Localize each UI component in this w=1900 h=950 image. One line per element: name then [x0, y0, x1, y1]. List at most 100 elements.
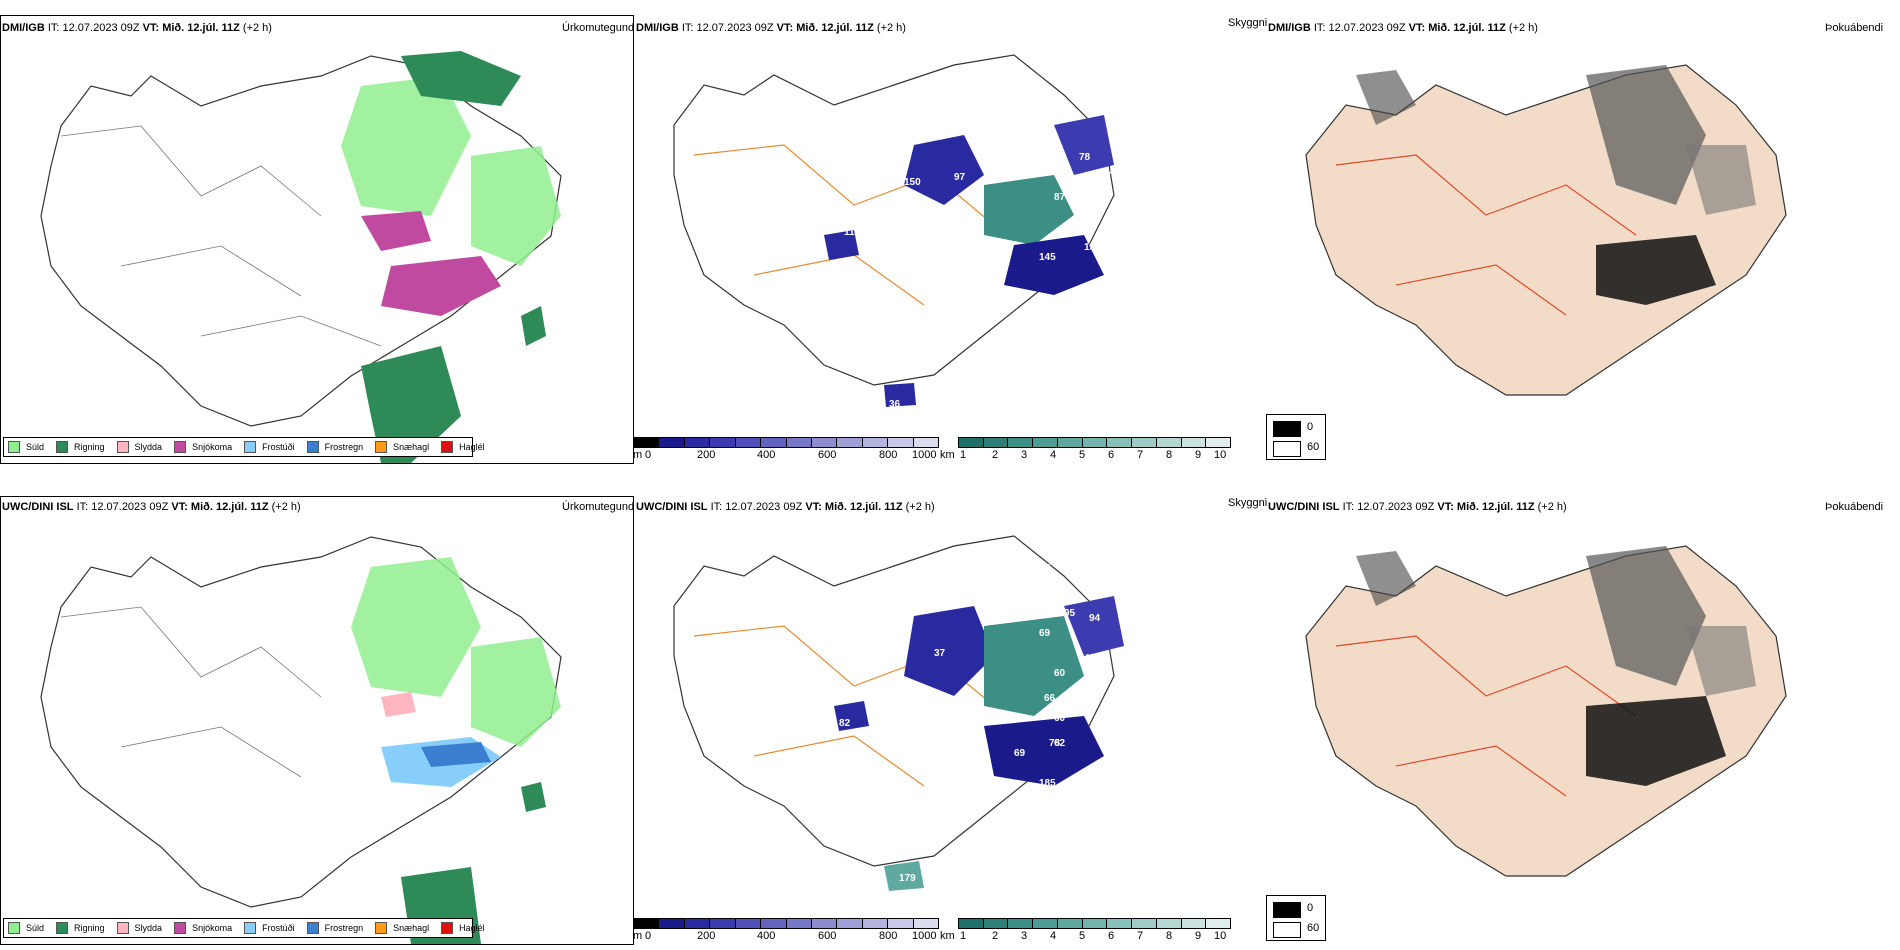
fog-panel-top: 0 60 [1266, 15, 1900, 464]
panel-title: Þokuábendi [1825, 22, 1884, 34]
vis-tick: 5 [1079, 930, 1086, 942]
legend-swatch [441, 922, 454, 934]
panel-title: Þokuábendi [1825, 501, 1884, 513]
vis-tick: 3 [1021, 930, 1028, 942]
legend-item: Haglél [441, 441, 485, 453]
vis-tick: 2 [992, 449, 999, 461]
legend-swatch [306, 922, 319, 934]
legend-item: Frostregn [306, 922, 363, 934]
echo-top-label: 36 [889, 399, 901, 410]
visibility-ticks-bottom: km 1 2 3 4 5 6 7 8 9 10 [940, 930, 1240, 944]
vis-tick: 2 [992, 930, 999, 942]
legend-item: Snæhagl [375, 441, 429, 453]
height-unit: m [633, 930, 643, 942]
vis-unit: km [940, 930, 955, 942]
legend-swatch [375, 922, 388, 934]
height-tick: 800 [879, 449, 898, 461]
legend-swatch [56, 441, 69, 453]
fog-map-top [1305, 64, 1787, 396]
height-tick: 0 [645, 449, 652, 461]
fog-swatch [1273, 421, 1301, 437]
fog-label: 0 [1307, 902, 1314, 914]
vis-unit: km [940, 449, 955, 461]
legend-item: Haglél [441, 922, 485, 934]
legend-swatch [375, 441, 388, 453]
legend-swatch [116, 441, 129, 453]
echo-top-label: 60 [1114, 703, 1126, 714]
echo-top-label: 78 [1079, 152, 1091, 163]
vis-tick: 6 [1108, 930, 1115, 942]
echo-top-label: 97 [954, 172, 966, 183]
echo-top-label: 232 [1004, 117, 1021, 128]
height-unit: m [633, 449, 643, 461]
echo-top-label: 111 [994, 257, 1010, 268]
vis-tick: 4 [1050, 449, 1057, 461]
panel-header: DMI/IGB IT: 12.07.2023 09Z VT: Mið. 12.j… [636, 22, 906, 34]
vis-tick: 4 [1050, 930, 1057, 942]
vis-tick: 9 [1195, 930, 1202, 942]
visibility-colorbar-bottom [958, 918, 1231, 929]
fog-swatch [1273, 922, 1301, 938]
echo-top-label: 62 [1054, 738, 1066, 749]
height-tick: 800 [879, 930, 898, 942]
echo-top-label: 60 [1054, 713, 1066, 724]
legend-item: Rigning [56, 922, 105, 934]
legend-item: Frostúði [244, 922, 295, 934]
height-tick: 200 [697, 449, 716, 461]
panel-header: UWC/DINI ISL IT: 12.07.2023 09Z VT: Mið.… [636, 501, 935, 513]
echo-top-label: 69 [1014, 748, 1026, 759]
height-tick: 400 [757, 930, 776, 942]
vis-tick: 5 [1079, 449, 1086, 461]
echo-top-label: 128 [934, 102, 951, 113]
vis-tick: 1 [960, 930, 967, 942]
height-tick: 400 [757, 449, 776, 461]
echo-top-label: 96 [739, 102, 751, 113]
echo-top-label: 43 [1129, 663, 1141, 674]
echo-top-label: 37 [1039, 563, 1051, 574]
visibility-map-top: 84 96 128 232 44 78 84 97 87 71 150 117 53 114 111 145 1… [673, 54, 1126, 410]
legend-item: Frostregn [306, 441, 363, 453]
vis-tick: 7 [1137, 449, 1144, 461]
fog-swatch [1273, 441, 1301, 457]
panel-title: Úrkomutegund [562, 501, 635, 513]
echo-top-label: 139 [1084, 242, 1101, 253]
vis-tick: 8 [1166, 930, 1173, 942]
height-tick: 1000 [912, 449, 937, 461]
echo-top-label: 163 [1094, 768, 1111, 779]
echo-top-label: 66 [1044, 693, 1056, 704]
panel-header: DMI/IGB IT: 12.07.2023 09Z VT: Mið. 12.j… [1268, 22, 1538, 34]
echo-top-label: 114 [964, 252, 981, 263]
height-tick: 200 [697, 930, 716, 942]
echo-top-label: 72 [1034, 352, 1046, 363]
legend-swatch [441, 441, 454, 453]
echo-top-label: 87 [1054, 192, 1066, 203]
echo-top-label: 145 [1039, 252, 1056, 263]
precip-map-top [40, 51, 562, 463]
legend-item: Rigning [56, 441, 105, 453]
fog-swatch [1273, 902, 1301, 918]
echo-top-label: 117 [844, 227, 861, 238]
echo-top-label: 34 [1049, 583, 1061, 594]
panel-title: Úrkomutegund [562, 22, 635, 34]
echo-top-label: 131 [1104, 252, 1121, 263]
echo-top-label: 89 [1129, 723, 1141, 734]
echo-top-label: 84 [1104, 167, 1116, 178]
precip-type-panel-top: Súld Rigning Slydda Snjókoma Frostúði Fr… [0, 15, 634, 464]
legend-swatch [244, 441, 257, 453]
panel-header: DMI/IGB IT: 12.07.2023 09Z VT: Mið. 12.j… [2, 22, 272, 34]
echo-top-label: 71 [1114, 192, 1126, 203]
height-tick: 600 [818, 930, 837, 942]
precip-legend-top: Súld Rigning Slydda Snjókoma Frostúði Fr… [3, 437, 485, 457]
fog-legend-bottom: 0 60 [1266, 895, 1326, 941]
echo-top-label: 82 [839, 718, 851, 729]
legend-swatch [174, 441, 187, 453]
vis-tick: 1 [960, 449, 967, 461]
echo-top-label: 150 [904, 177, 921, 188]
vis-tick: 10 [1214, 449, 1227, 461]
echo-top-label: 78 [1049, 738, 1061, 749]
panel-header: UWC/DINI ISL IT: 12.07.2023 09Z VT: Mið.… [2, 501, 301, 513]
fog-map-bottom [1305, 545, 1787, 877]
legend-swatch [174, 922, 187, 934]
height-tick: 600 [818, 449, 837, 461]
height-ticks-top: m 0 200 400 600 800 1000 [633, 449, 953, 463]
